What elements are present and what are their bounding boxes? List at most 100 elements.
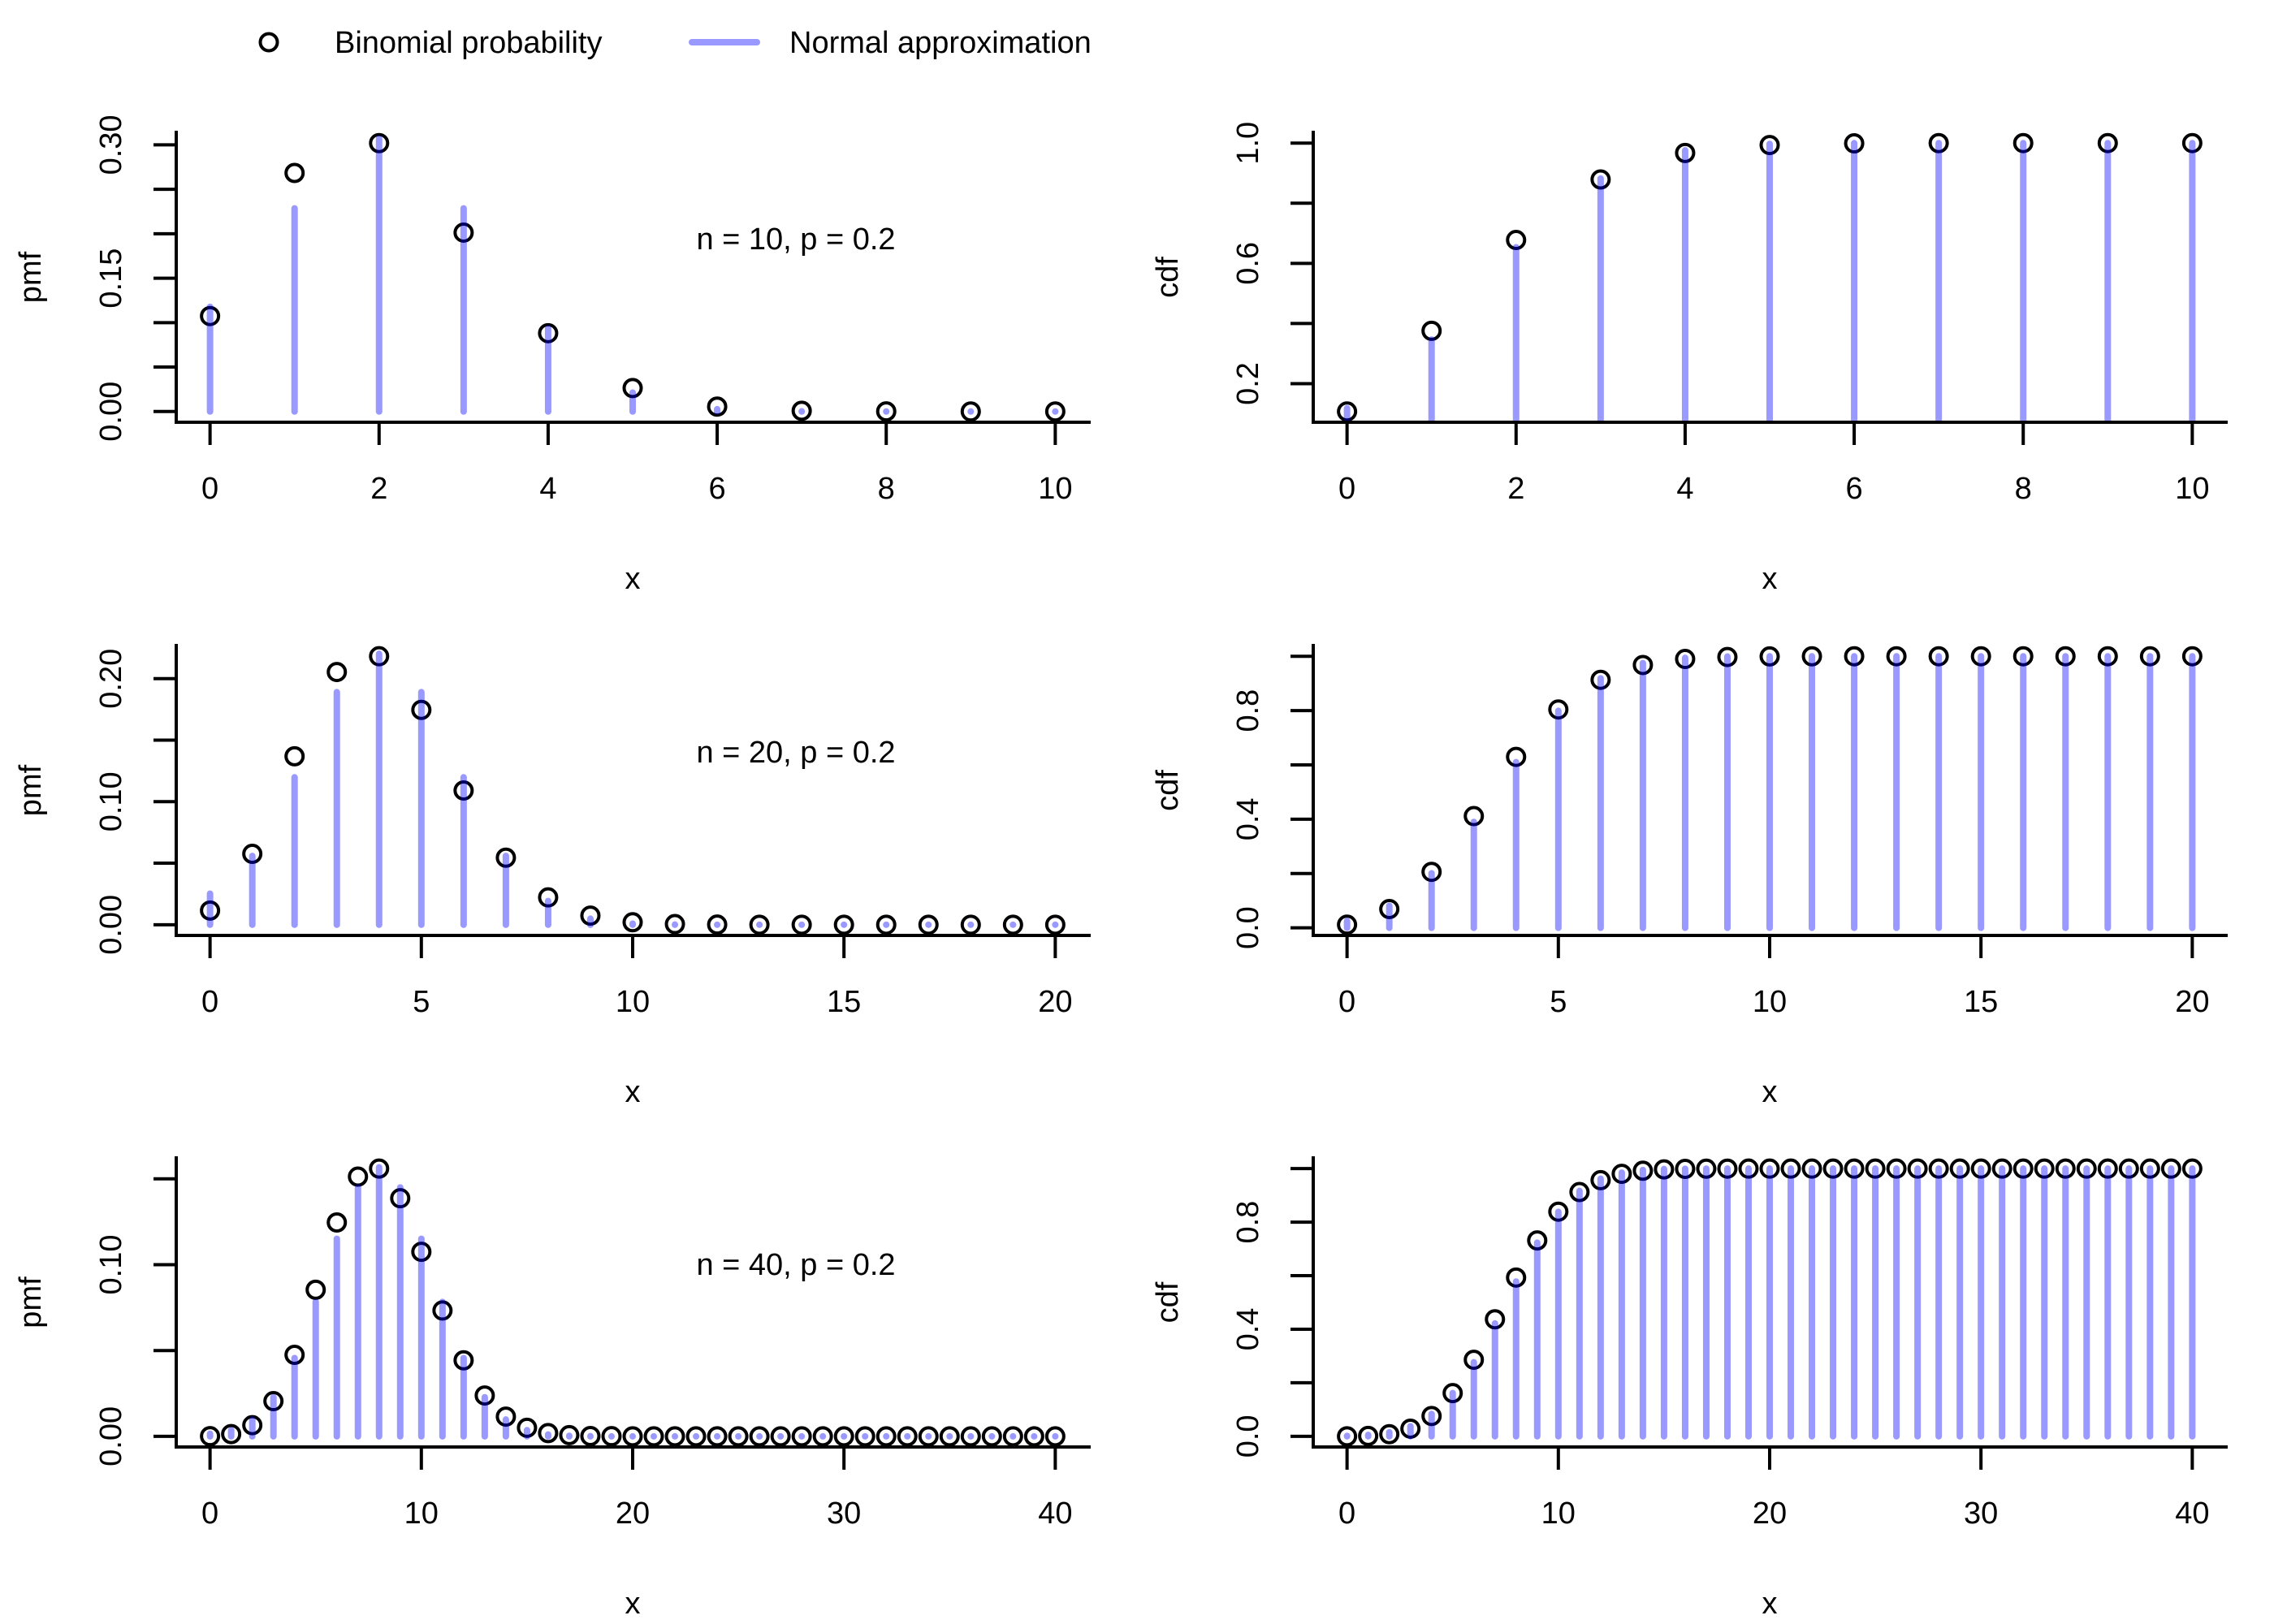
binomial-point bbox=[305, 1279, 326, 1300]
binomial-point bbox=[1949, 1158, 1970, 1179]
binomial-point bbox=[538, 1423, 559, 1444]
binomial-point bbox=[1759, 646, 1780, 667]
binomial-point bbox=[517, 1417, 538, 1438]
binomial-point bbox=[200, 305, 221, 326]
binomial-point bbox=[981, 1426, 1002, 1447]
x-axis-title: x bbox=[1762, 1075, 1778, 1109]
y-tick-label: 0.0 bbox=[1231, 1415, 1265, 1458]
y-tick-label: 0.2 bbox=[1231, 362, 1265, 405]
normal-approximation-stems bbox=[1343, 653, 2196, 931]
binomial-point bbox=[1801, 1158, 1822, 1179]
binomial-point bbox=[200, 1426, 221, 1447]
y-axis-title: cdf bbox=[1151, 1281, 1185, 1323]
binomial-point bbox=[1675, 1159, 1696, 1180]
x-tick-label: 10 bbox=[616, 985, 650, 1019]
binomial-point bbox=[1358, 1425, 1379, 1446]
binomial-point bbox=[326, 662, 348, 683]
binomial-point bbox=[1844, 646, 1865, 667]
panel-annotation: n = 40, p = 0.2 bbox=[696, 1248, 895, 1282]
y-tick-label: 0.20 bbox=[94, 649, 128, 709]
binomial-point bbox=[453, 222, 474, 243]
binomial-point bbox=[2181, 646, 2203, 667]
binomial-point bbox=[326, 1212, 348, 1233]
binomial-point bbox=[580, 1425, 601, 1446]
x-tick-label: 15 bbox=[827, 985, 861, 1019]
binomial-point bbox=[1970, 646, 1991, 667]
binomial-point bbox=[411, 1242, 432, 1263]
x-tick-label: 0 bbox=[201, 1497, 218, 1531]
y-tick-label: 0.0 bbox=[1231, 906, 1265, 949]
binomial-point bbox=[200, 900, 221, 921]
binomial-point bbox=[1002, 1426, 1023, 1447]
y-axis-title: pmf bbox=[14, 251, 48, 303]
binomial-point bbox=[960, 914, 981, 935]
binomial-point bbox=[1044, 1426, 1066, 1447]
y-tick-label: 0.6 bbox=[1231, 242, 1265, 285]
binomial-point bbox=[939, 1426, 960, 1447]
binomial-point bbox=[1844, 133, 1865, 154]
binomial-point bbox=[1569, 1181, 1590, 1203]
binomial-point bbox=[875, 914, 897, 935]
x-axis-title: x bbox=[1762, 562, 1778, 596]
binomial-points bbox=[1337, 1158, 2203, 1447]
binomial-point bbox=[1002, 914, 1023, 935]
panel-cdf-n10: 0 2 4 6 8 10 0.2 0.6 1.0 x cdf bbox=[1151, 122, 2228, 596]
binomial-point bbox=[770, 1426, 791, 1447]
binomial-point bbox=[559, 1424, 580, 1445]
x-tick-label: 10 bbox=[404, 1497, 439, 1531]
binomial-point bbox=[960, 1426, 981, 1447]
y-tick-label: 0.15 bbox=[94, 248, 128, 309]
binomial-point bbox=[2118, 1158, 2139, 1179]
x-tick-label: 10 bbox=[2175, 472, 2209, 506]
binomial-point bbox=[749, 914, 770, 935]
binomial-point bbox=[2097, 646, 2118, 667]
binomial-point bbox=[707, 396, 728, 417]
binomial-point bbox=[453, 1350, 474, 1371]
binomial-point bbox=[2012, 132, 2034, 153]
binomial-point bbox=[369, 1158, 390, 1179]
x-axis-title: x bbox=[1762, 1587, 1778, 1621]
panel-pmf-n20: 0 5 10 15 20 0.00 0.10 0.20 x pmf n = 20, p = 0.2 bbox=[14, 644, 1091, 1109]
x-tick-label: 40 bbox=[2175, 1497, 2209, 1531]
binomial-point bbox=[2181, 132, 2203, 153]
y-axis-title: cdf bbox=[1151, 770, 1185, 811]
binomial-point bbox=[728, 1426, 749, 1447]
binomial-point bbox=[2055, 646, 2076, 667]
binomial-point bbox=[1632, 1160, 1654, 1181]
y-tick-label: 0.8 bbox=[1231, 689, 1265, 732]
normal-approximation-stems bbox=[206, 135, 1059, 415]
binomial-point bbox=[1738, 1158, 1759, 1179]
binomial-point bbox=[2012, 646, 2034, 667]
binomial-point bbox=[2139, 1158, 2160, 1179]
x-tick-label: 5 bbox=[1550, 985, 1567, 1019]
x-tick-label: 4 bbox=[539, 472, 556, 506]
binomial-point bbox=[1337, 1426, 1358, 1447]
binomial-point bbox=[390, 1188, 411, 1209]
binomial-point bbox=[791, 400, 812, 421]
y-axis-title: cdf bbox=[1151, 257, 1185, 298]
x-tick-label: 30 bbox=[827, 1497, 861, 1531]
binomial-point bbox=[411, 699, 432, 720]
binomial-point bbox=[1527, 1230, 1548, 1251]
binomial-point bbox=[2055, 1158, 2076, 1179]
binomial-point bbox=[432, 1300, 453, 1321]
binomial-point bbox=[960, 401, 981, 422]
binomial-point bbox=[348, 1166, 369, 1187]
binomial-point bbox=[1865, 1158, 1886, 1179]
binomial-point bbox=[1970, 1158, 1991, 1179]
binomial-point bbox=[1717, 646, 1738, 667]
panel-pmf-n10: 0 2 4 6 8 10 0.00 0.15 0.30 x pmf n = 10, p = 0.2 bbox=[14, 114, 1091, 596]
panel-cdf-n40: 0 10 20 30 40 0.0 0.4 0.8 x cdf bbox=[1151, 1156, 2228, 1621]
binomial-point bbox=[833, 914, 854, 935]
binomial-point bbox=[1421, 1406, 1442, 1427]
binomial-points bbox=[1337, 132, 2203, 422]
y-tick-label: 0.10 bbox=[94, 1235, 128, 1295]
binomial-point bbox=[284, 745, 305, 767]
binomial-point bbox=[1400, 1418, 1421, 1439]
x-tick-label: 0 bbox=[201, 985, 218, 1019]
x-tick-label: 4 bbox=[1676, 472, 1693, 506]
binomial-point bbox=[1421, 320, 1442, 341]
binomial-point bbox=[1379, 1423, 1400, 1445]
